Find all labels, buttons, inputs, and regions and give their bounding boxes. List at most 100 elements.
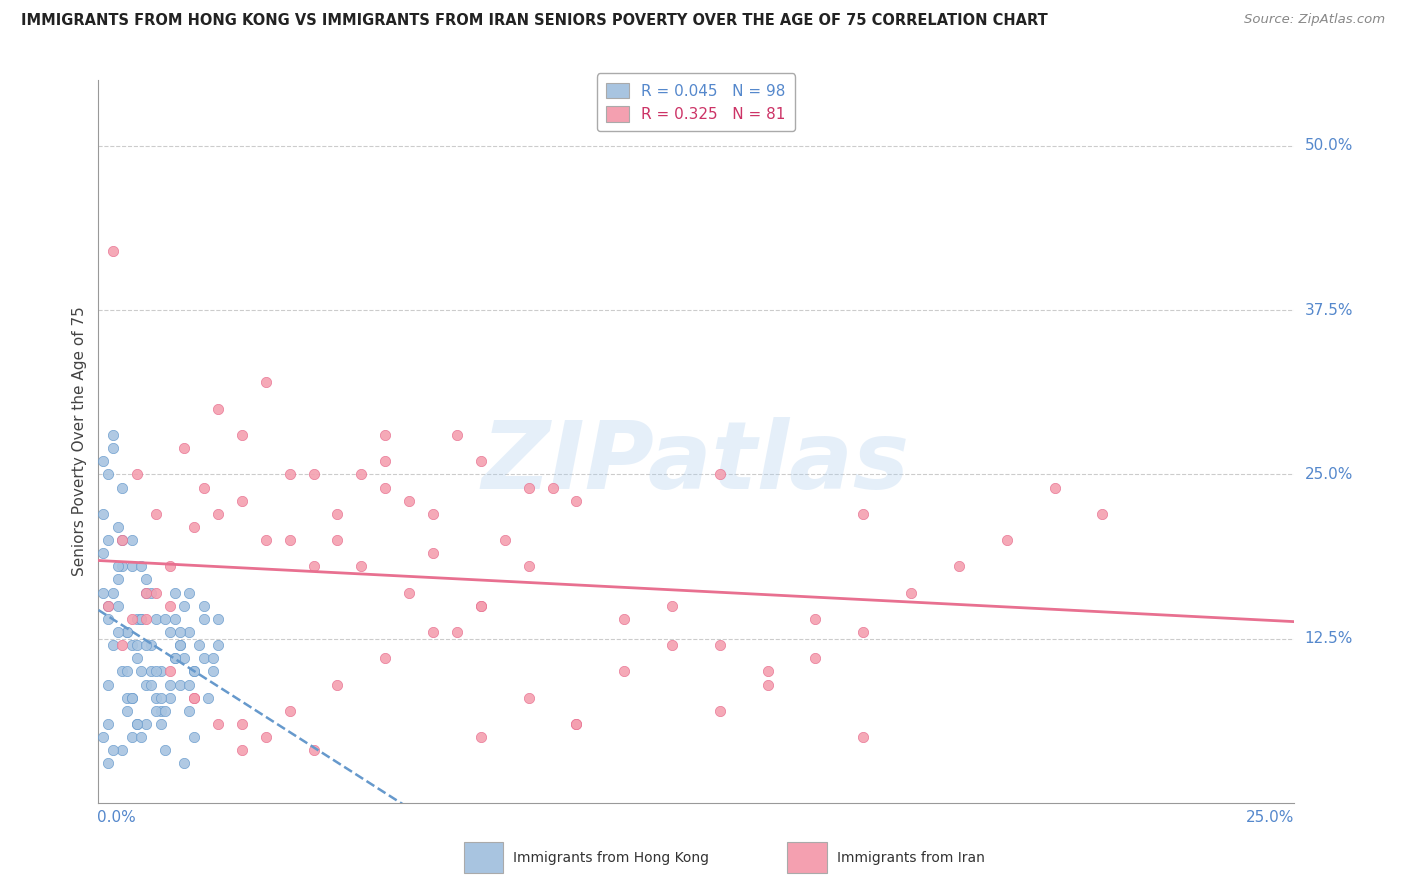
Point <box>995 533 1018 547</box>
Point <box>111 665 134 679</box>
Point <box>350 559 373 574</box>
Point <box>541 481 564 495</box>
Point <box>517 690 540 705</box>
Point <box>470 599 492 613</box>
Point <box>159 559 181 574</box>
Point <box>207 507 229 521</box>
Point <box>155 612 177 626</box>
Point <box>125 717 148 731</box>
Point <box>111 638 134 652</box>
Point <box>197 690 219 705</box>
Point <box>125 651 148 665</box>
Point <box>207 401 229 416</box>
Point <box>661 638 683 652</box>
Point <box>101 441 124 455</box>
Point <box>107 573 129 587</box>
Text: IMMIGRANTS FROM HONG KONG VS IMMIGRANTS FROM IRAN SENIORS POVERTY OVER THE AGE O: IMMIGRANTS FROM HONG KONG VS IMMIGRANTS … <box>21 13 1047 29</box>
Point <box>135 573 157 587</box>
Point <box>852 507 875 521</box>
Point <box>159 690 181 705</box>
Point <box>145 507 167 521</box>
Point <box>756 665 779 679</box>
Point <box>159 625 181 640</box>
Point <box>254 376 277 390</box>
Point <box>231 743 253 757</box>
Point <box>374 651 396 665</box>
Point <box>121 533 143 547</box>
Point <box>145 704 167 718</box>
Point <box>1043 481 1066 495</box>
Point <box>179 677 201 691</box>
Point <box>173 599 195 613</box>
Point <box>131 665 153 679</box>
Point <box>149 704 172 718</box>
Point <box>91 730 114 744</box>
Point <box>661 599 683 613</box>
Point <box>97 756 120 771</box>
Point <box>179 704 201 718</box>
Point <box>183 665 205 679</box>
Point <box>159 665 181 679</box>
Point <box>169 638 191 652</box>
Point <box>139 585 162 599</box>
Point <box>97 599 120 613</box>
Point <box>145 585 167 599</box>
Point <box>446 428 468 442</box>
Point <box>111 533 134 547</box>
Point <box>374 454 396 468</box>
Text: Immigrants from Hong Kong: Immigrants from Hong Kong <box>513 851 709 864</box>
Point <box>125 638 148 652</box>
Point <box>948 559 970 574</box>
Point <box>91 546 114 560</box>
Point <box>135 585 157 599</box>
Point <box>159 599 181 613</box>
Point <box>145 690 167 705</box>
Point <box>422 625 444 640</box>
Point <box>179 585 201 599</box>
Point <box>517 559 540 574</box>
Legend: R = 0.045   N = 98, R = 0.325   N = 81: R = 0.045 N = 98, R = 0.325 N = 81 <box>598 73 794 131</box>
Point <box>326 533 349 547</box>
Point <box>302 467 325 482</box>
Point <box>613 665 636 679</box>
Point <box>145 665 167 679</box>
Point <box>470 730 492 744</box>
Y-axis label: Seniors Poverty Over the Age of 75: Seniors Poverty Over the Age of 75 <box>72 307 87 576</box>
Point <box>97 599 120 613</box>
Point <box>565 717 588 731</box>
Point <box>107 559 129 574</box>
Point <box>121 730 143 744</box>
Point <box>183 520 205 534</box>
Point <box>121 612 143 626</box>
Point <box>446 625 468 640</box>
Point <box>231 428 253 442</box>
Point <box>121 690 143 705</box>
Point <box>231 717 253 731</box>
Point <box>115 665 138 679</box>
Point <box>207 638 229 652</box>
Point <box>101 638 124 652</box>
Point <box>107 625 129 640</box>
Point <box>115 690 138 705</box>
Point <box>135 585 157 599</box>
Point <box>398 585 420 599</box>
Point <box>139 665 162 679</box>
Point <box>207 612 229 626</box>
Point <box>709 638 731 652</box>
Point <box>131 612 153 626</box>
Point <box>326 507 349 521</box>
Point <box>470 599 492 613</box>
Text: Immigrants from Iran: Immigrants from Iran <box>837 851 984 864</box>
Point <box>101 244 124 258</box>
Point <box>97 612 120 626</box>
Point <box>135 612 157 626</box>
Point <box>613 612 636 626</box>
Point <box>422 507 444 521</box>
Point <box>302 559 325 574</box>
Point <box>125 467 148 482</box>
Point <box>900 585 922 599</box>
Point <box>159 677 181 691</box>
Point <box>97 533 120 547</box>
Point <box>97 467 120 482</box>
Point <box>125 717 148 731</box>
